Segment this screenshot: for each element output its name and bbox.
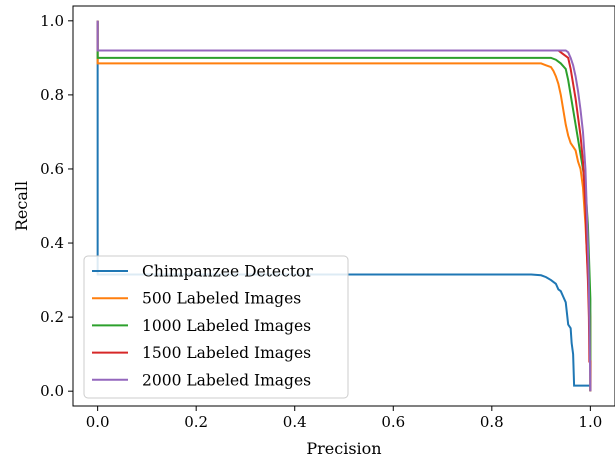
series-line-2 xyxy=(96,20,592,392)
series-line-5 xyxy=(96,20,592,392)
y-axis-label: Recall xyxy=(12,181,31,231)
legend-label: 1500 Labeled Images xyxy=(142,344,311,362)
x-tick-label: 0.2 xyxy=(184,413,208,431)
x-tick-label: 0.8 xyxy=(480,413,504,431)
axis-ticks: 0.0 0.2 0.4 0.6 0.8 1.0 0.0 0.2 0.4 0.6 0.8 1.0 xyxy=(40,12,602,431)
y-tick-label: 0.2 xyxy=(40,308,64,326)
legend-label: 500 Labeled Images xyxy=(142,290,301,308)
series-line-1 xyxy=(96,20,592,392)
legend-items: Chimpanzee Detector 500 Labeled Images 100… xyxy=(92,263,313,389)
y-tick-label: 1.0 xyxy=(40,12,64,30)
y-tick-label: 0.4 xyxy=(40,234,64,252)
legend-label: 2000 Labeled Images xyxy=(142,371,311,389)
x-tick-label: 0.4 xyxy=(283,413,307,431)
legend-box xyxy=(83,255,349,399)
legend-label: 1000 Labeled Images xyxy=(142,317,311,335)
legend-label: Chimpanzee Detector xyxy=(142,263,313,281)
plot-frame xyxy=(72,5,615,407)
x-axis-label: Precision xyxy=(306,439,381,458)
y-tick-label: 0.6 xyxy=(40,160,64,178)
x-tick-label: 0.0 xyxy=(86,413,110,431)
y-tick-label: 0.0 xyxy=(40,382,64,400)
series-layer xyxy=(96,20,592,392)
legend: Chimpanzee Detector 500 Labeled Images 100… xyxy=(83,255,349,399)
y-tick-label: 0.8 xyxy=(40,86,64,104)
x-tick-label: 1.0 xyxy=(578,413,602,431)
x-tick-label: 0.6 xyxy=(381,413,405,431)
